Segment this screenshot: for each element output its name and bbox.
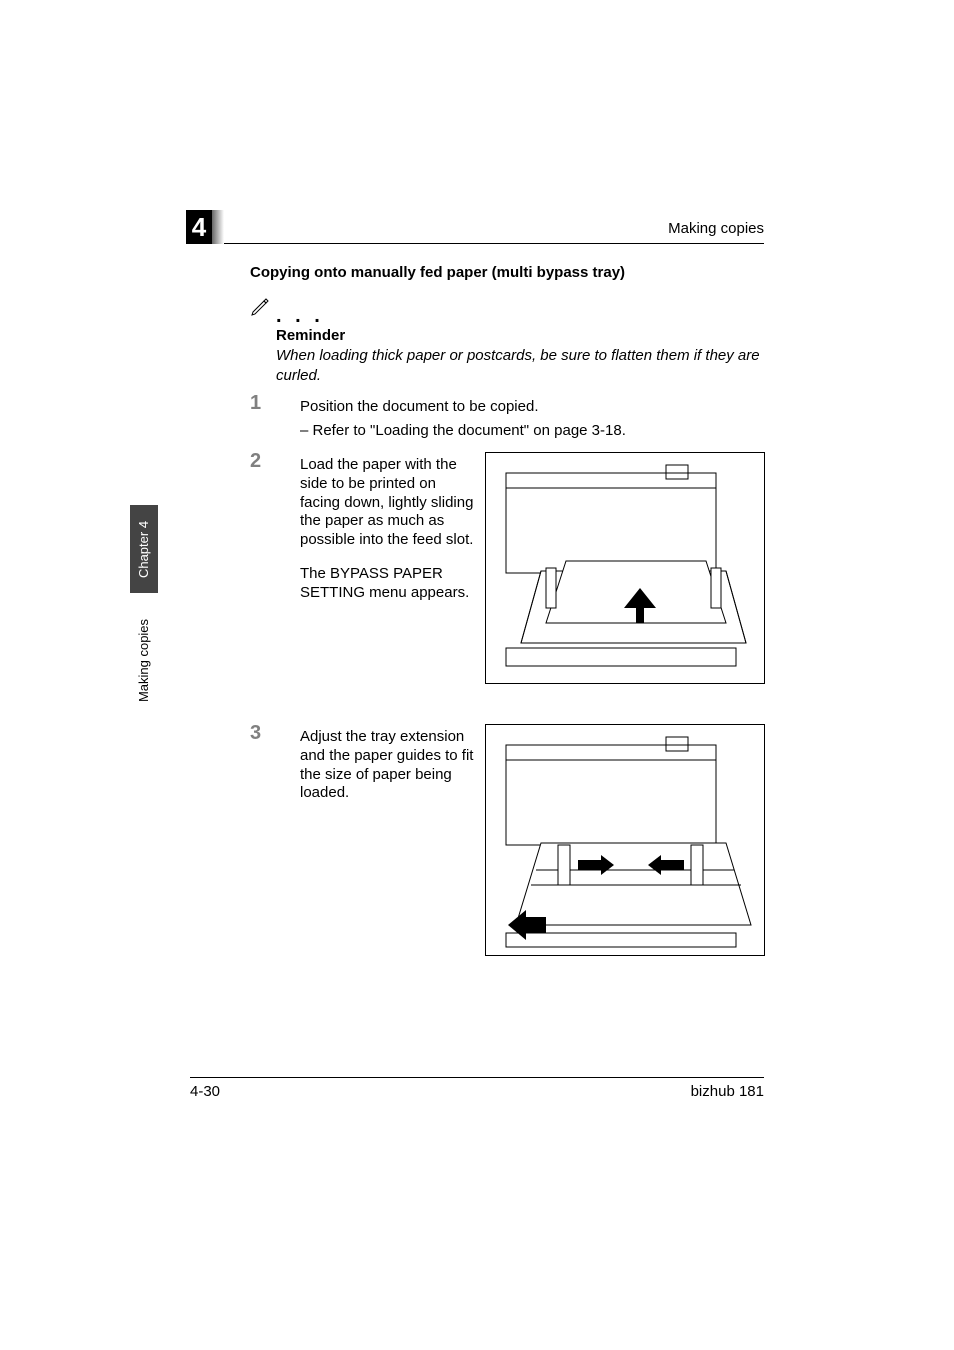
step-3-number: 3: [250, 722, 261, 745]
footer-rule: [190, 1077, 764, 1078]
chapter-badge-tail: [212, 210, 224, 244]
section-title: Copying onto manually fed paper (multi b…: [250, 264, 625, 281]
header-rule: [190, 243, 764, 244]
chapter-number: 4: [186, 210, 212, 244]
pencil-icon: [250, 295, 272, 323]
chapter-badge: 4: [186, 210, 224, 244]
side-tab: Chapter 4: [130, 505, 158, 593]
reminder-body: When loading thick paper or postcards, b…: [276, 346, 764, 385]
step-1-number: 1: [250, 392, 261, 415]
step-1-text: Position the document to be copied.: [300, 398, 539, 415]
manual-page: Making copies 4 Copying onto manually fe…: [0, 0, 954, 1350]
footer-page-number: 4-30: [190, 1083, 220, 1100]
step-2-text: Load the paper with the side to be print…: [300, 456, 478, 550]
figure-tray-extension: [485, 724, 765, 956]
note-dots: . . .: [276, 305, 324, 328]
reminder-label: Reminder: [276, 327, 345, 344]
step-2-sub: The BYPASS PAPER SETTING menu appears.: [300, 565, 478, 603]
figure-bypass-tray: [485, 452, 765, 684]
footer-product: bizhub 181: [691, 1083, 764, 1100]
side-label: Making copies: [130, 600, 158, 720]
step-2-number: 2: [250, 450, 261, 473]
step-3-text: Adjust the tray extension and the paper …: [300, 728, 478, 803]
side-label-text: Making copies: [137, 618, 152, 701]
header-label: Making copies: [668, 220, 764, 237]
side-tab-label: Chapter 4: [137, 520, 152, 577]
step-1-sub: – Refer to "Loading the document" on pag…: [300, 422, 626, 439]
